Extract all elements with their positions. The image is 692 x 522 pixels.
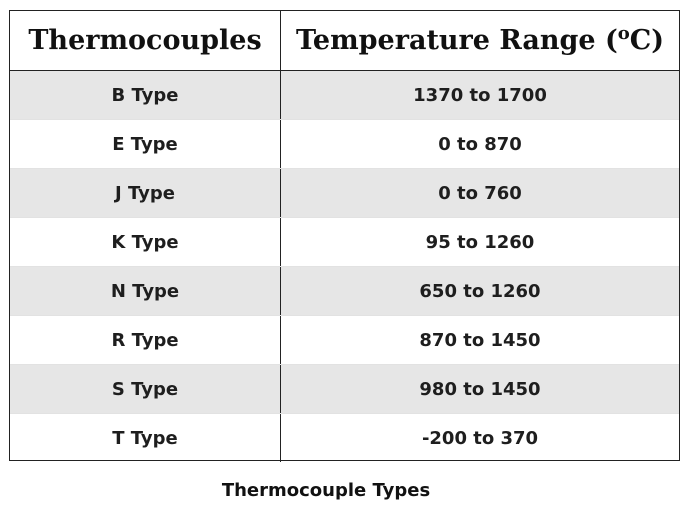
table-row: T Type -200 to 370 [10,413,679,462]
degree-superscript: o [617,23,630,44]
temperature-range-cell: 0 to 870 [280,119,679,169]
temperature-range-cell: -200 to 370 [421,427,539,449]
header-temperature-range-prefix: Temperature Range ( [295,25,618,56]
thermocouple-type-cell: T Type [10,413,281,462]
temperature-range-cell: 0 to 760 [280,168,679,218]
temperature-range-cell: 1370 to 1700 [280,70,679,120]
temperature-range-cell: 980 to 1450 [280,364,679,414]
thermocouple-type-cell: J Type [10,168,281,218]
table-row: E Type 0 to 870 [10,119,679,169]
table-row: S Type 980 to 1450 [10,364,679,414]
thermocouple-table: Thermocouples Temperature Range (oC) B T… [10,11,679,462]
table-row: B Type 1370 to 1700 [10,70,679,120]
table-row: K Type 95 to 1260 [10,217,679,267]
thermocouple-type-cell: R Type [10,315,281,365]
temperature-range-cell: 870 to 1450 [280,315,679,365]
thermocouple-type-cell: B Type [10,70,281,120]
header-thermocouples: Thermocouples [10,11,281,71]
temperature-range-cell: 95 to 1260 [280,217,679,267]
table-row: J Type 0 to 760 [10,168,679,218]
thermocouple-type-cell: S Type [10,364,281,414]
header-temperature-range: Temperature Range (oC) [280,11,679,71]
thermocouple-type-cell: K Type [10,217,281,267]
thermocouple-type-cell: E Type [10,119,281,169]
table-row: R Type 870 to 1450 [10,315,679,365]
table-header-row: Thermocouples Temperature Range (oC) [10,11,679,71]
table-caption: Thermocouple Types [221,480,431,501]
thermocouple-table-container: Thermocouples Temperature Range (oC) B T… [9,10,680,462]
temperature-range-cell: 650 to 1260 [280,266,679,316]
header-temperature-range-suffix: C) [629,25,665,56]
thermocouple-type-cell: N Type [10,266,281,316]
table-row: N Type 650 to 1260 [10,266,679,316]
